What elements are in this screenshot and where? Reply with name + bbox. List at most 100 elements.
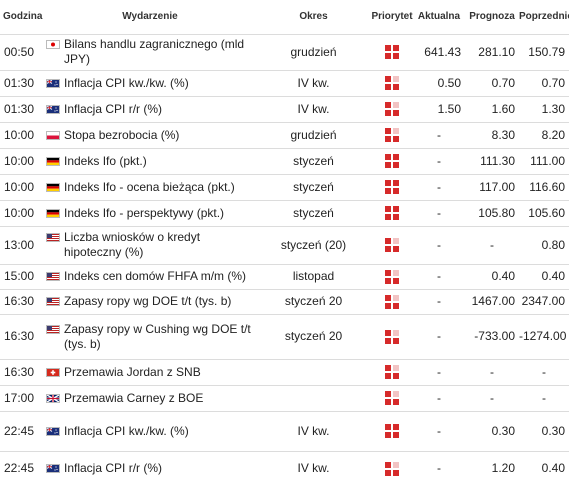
poland-flag-icon bbox=[46, 130, 60, 140]
row-previous: 0.40 bbox=[541, 269, 565, 283]
switzerland-flag-icon bbox=[46, 367, 60, 377]
row-forecast: 1.20 bbox=[491, 460, 515, 475]
usa-flag-icon bbox=[46, 297, 60, 306]
header-actual[interactable]: Aktualna bbox=[417, 11, 461, 23]
row-event-label: Zapasy ropy wg DOE t/t (tys. b) bbox=[64, 294, 232, 308]
row-actual: - bbox=[437, 390, 441, 405]
row-time: 10:00 bbox=[4, 205, 35, 220]
row-actual: 0.50 bbox=[437, 75, 461, 90]
row-time: 00:50 bbox=[4, 44, 35, 59]
table-row[interactable]: 01:30 Inflacja CPI r/r (%) IV kw. 1.50 1.60 1… bbox=[0, 96, 569, 122]
australia-flag-icon bbox=[46, 104, 60, 114]
row-actual: - bbox=[437, 423, 441, 438]
row-event[interactable]: Inflacja CPI r/r (%) bbox=[44, 96, 256, 122]
row-priority bbox=[371, 359, 413, 385]
row-actual: - bbox=[437, 179, 441, 194]
priority-medium-icon bbox=[385, 461, 399, 476]
row-previous: 0.30 bbox=[541, 423, 565, 438]
row-event[interactable]: Inflacja CPI r/r (%) bbox=[44, 451, 256, 485]
new-zealand-flag-icon bbox=[46, 463, 60, 473]
row-actual: - bbox=[437, 329, 441, 343]
row-event-label: Indeks Ifo - perspektywy (pkt.) bbox=[64, 205, 225, 220]
table-row[interactable]: 22:45 Inflacja CPI r/r (%) IV kw. - 1.20 0.40 bbox=[0, 451, 569, 485]
row-time: 16:30 bbox=[4, 364, 35, 379]
row-actual: - bbox=[437, 237, 441, 252]
row-event[interactable]: Bilans handlu zagranicznego (mld JPY) bbox=[44, 34, 256, 70]
row-actual: - bbox=[437, 127, 441, 142]
row-event[interactable]: Indeks Ifo - ocena bieżąca (pkt.) bbox=[44, 174, 256, 200]
row-event-label: Indeks Ifo - ocena bieżąca (pkt.) bbox=[64, 179, 235, 194]
row-previous: 0.40 bbox=[541, 460, 565, 475]
row-period: styczeń bbox=[293, 179, 334, 194]
usa-flag-icon bbox=[46, 272, 60, 281]
row-actual: - bbox=[437, 294, 441, 308]
row-forecast: -733.00 bbox=[474, 329, 515, 343]
row-period bbox=[256, 385, 371, 411]
header-time[interactable]: Godzina bbox=[3, 11, 43, 23]
row-period: styczeń 20 bbox=[284, 294, 343, 308]
row-priority bbox=[371, 411, 413, 451]
row-time: 13:00 bbox=[4, 237, 35, 252]
row-event[interactable]: Indeks Ifo - perspektywy (pkt.) bbox=[44, 200, 256, 226]
row-event-label: Przemawia Jordan z SNB bbox=[64, 364, 201, 379]
row-event[interactable]: Zapasy ropy w Cushing wg DOE t/t (tys. b… bbox=[44, 314, 256, 359]
row-event[interactable]: Indeks cen domów FHFA m/m (%) bbox=[44, 264, 256, 289]
row-event-label: Indeks Ifo (pkt.) bbox=[64, 153, 147, 168]
row-previous: 111.00 bbox=[530, 153, 565, 168]
table-row[interactable]: 17:00 Przemawia Carney z BOE - - - bbox=[0, 385, 569, 411]
table-row[interactable]: 10:00 Indeks Ifo - ocena bieżąca (pkt.) st… bbox=[0, 174, 569, 200]
row-priority bbox=[371, 385, 413, 411]
row-priority bbox=[371, 96, 413, 122]
table-row[interactable]: 16:30 Przemawia Jordan z SNB - - - bbox=[0, 359, 569, 385]
table-row[interactable]: 10:00 Stopa bezrobocia (%) grudzień - 8.30 8.… bbox=[0, 122, 569, 148]
table-row[interactable]: 22:45 Inflacja CPI kw./kw. (%) IV kw. - 0.30… bbox=[0, 411, 569, 451]
row-event-label: Liczba wniosków o kredyt hipoteczny (%) bbox=[64, 230, 201, 259]
row-forecast: - bbox=[490, 390, 494, 405]
row-event-label: Indeks cen domów FHFA m/m (%) bbox=[64, 269, 247, 283]
row-time: 15:00 bbox=[4, 269, 35, 283]
row-event-label: Przemawia Carney z BOE bbox=[64, 390, 204, 405]
header-previous[interactable]: Poprzednio bbox=[519, 11, 569, 23]
priority-medium-icon bbox=[385, 391, 399, 406]
table-row[interactable]: 10:00 Indeks Ifo (pkt.) styczeń - 111.30 111.… bbox=[0, 148, 569, 174]
row-previous: 2347.00 bbox=[521, 294, 565, 308]
row-priority bbox=[371, 289, 413, 314]
row-event[interactable]: Przemawia Jordan z SNB bbox=[44, 359, 256, 385]
row-period: IV kw. bbox=[297, 423, 330, 438]
usa-flag-icon bbox=[46, 324, 60, 334]
row-event[interactable]: Liczba wniosków o kredyt hipoteczny (%) bbox=[44, 226, 256, 264]
row-event-label: Zapasy ropy w Cushing wg DOE t/t (tys. b… bbox=[64, 321, 251, 351]
table-row[interactable]: 16:30 Zapasy ropy w Cushing wg DOE t/t (t… bbox=[0, 314, 569, 359]
table-row[interactable]: 10:00 Indeks Ifo - perspektywy (pkt.) styc… bbox=[0, 200, 569, 226]
row-event[interactable]: Przemawia Carney z BOE bbox=[44, 385, 256, 411]
row-forecast: - bbox=[490, 237, 494, 252]
header-priority[interactable]: Priorytet bbox=[371, 11, 413, 23]
row-time: 10:00 bbox=[4, 179, 35, 194]
header-forecast[interactable]: Prognoza bbox=[469, 11, 515, 23]
priority-medium-icon bbox=[385, 128, 399, 143]
row-time: 22:45 bbox=[4, 423, 35, 438]
row-actual: - bbox=[437, 364, 441, 379]
row-period: styczeń bbox=[293, 153, 334, 168]
priority-high-icon bbox=[385, 206, 399, 221]
row-event[interactable]: Stopa bezrobocia (%) bbox=[44, 122, 256, 148]
row-event[interactable]: Zapasy ropy wg DOE t/t (tys. b) bbox=[44, 289, 256, 314]
row-time: 16:30 bbox=[4, 329, 35, 343]
row-previous: 116.60 bbox=[529, 179, 565, 194]
row-forecast: 8.30 bbox=[491, 127, 515, 142]
germany-flag-icon bbox=[46, 156, 60, 166]
table-row[interactable]: 00:50 Bilans handlu zagranicznego (mld JP… bbox=[0, 34, 569, 70]
row-event[interactable]: Inflacja CPI kw./kw. (%) bbox=[44, 411, 256, 451]
row-event[interactable]: Indeks Ifo (pkt.) bbox=[44, 148, 256, 174]
priority-medium-icon bbox=[385, 294, 399, 309]
table-row[interactable]: 13:00 Liczba wniosków o kredyt hipoteczny… bbox=[0, 226, 569, 264]
row-event-label: Stopa bezrobocia (%) bbox=[64, 127, 180, 142]
row-time: 16:30 bbox=[4, 294, 35, 308]
table-row[interactable]: 15:00 Indeks cen domów FHFA m/m (%) listop… bbox=[0, 264, 569, 289]
header-event[interactable]: Wydarzenie bbox=[122, 11, 178, 23]
table-row[interactable]: 01:30 Inflacja CPI kw./kw. (%) IV kw. 0.50 0… bbox=[0, 70, 569, 96]
row-previous: 150.79 bbox=[528, 44, 565, 59]
row-event[interactable]: Inflacja CPI kw./kw. (%) bbox=[44, 70, 256, 96]
table-row[interactable]: 16:30 Zapasy ropy wg DOE t/t (tys. b) styc… bbox=[0, 289, 569, 314]
header-period[interactable]: Okres bbox=[299, 11, 328, 23]
